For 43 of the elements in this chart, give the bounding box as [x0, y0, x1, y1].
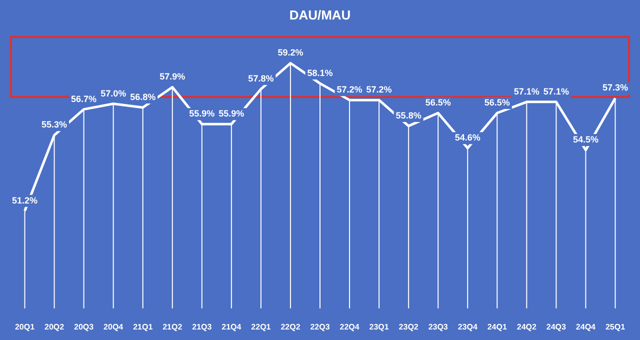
x-tick-label: 23Q3	[428, 322, 448, 332]
x-tick-label: 22Q4	[340, 322, 360, 332]
data-label: 57.1%	[543, 86, 569, 96]
data-label: 57.2%	[366, 84, 392, 95]
x-tick-label: 24Q2	[516, 322, 537, 332]
data-label: 56.5%	[484, 97, 510, 108]
data-label: 57.8%	[248, 73, 274, 84]
x-tick-label: 22Q2	[280, 322, 301, 332]
data-label: 57.2%	[336, 84, 362, 95]
x-tick-label: 25Q1	[605, 322, 626, 332]
x-tick-label: 22Q1	[251, 322, 272, 332]
x-tick-label: 21Q1	[133, 322, 154, 332]
x-tick-label: 20Q1	[14, 322, 36, 332]
data-label: 57.9%	[160, 72, 186, 82]
x-tick-label: 24Q3	[546, 322, 567, 332]
x-tick-label: 21Q4	[222, 322, 242, 332]
data-label: 55.9%	[189, 108, 215, 119]
x-tick-label: 20Q4	[104, 322, 124, 332]
data-label: 55.3%	[42, 120, 68, 130]
data-label: 58.1%	[307, 68, 333, 78]
x-tick-label: 24Q1	[487, 322, 508, 332]
x-tick-label: 23Q1	[369, 322, 390, 332]
x-tick-label: 20Q3	[74, 322, 94, 332]
data-label: 57.0%	[100, 88, 126, 98]
x-tick-label: 23Q4	[458, 322, 478, 332]
data-label: 54.6%	[454, 132, 480, 143]
data-label: 59.2%	[278, 48, 304, 58]
x-tick-label: 23Q2	[398, 322, 419, 332]
x-tick-label: 20Q2	[44, 322, 65, 332]
chart-title: DAU/MAU	[289, 7, 351, 22]
data-label: 51.2%	[12, 195, 38, 206]
data-label: 56.5%	[425, 97, 451, 108]
x-tick-label: 21Q3	[192, 322, 212, 332]
data-label: 57.3%	[602, 82, 628, 93]
x-tick-label: 21Q2	[162, 322, 183, 332]
data-label: 57.1%	[514, 86, 540, 96]
data-label: 55.8%	[396, 110, 422, 120]
data-label: 54.5%	[572, 134, 598, 144]
x-tick-label: 22Q3	[310, 322, 330, 332]
data-label: 55.9%	[218, 108, 244, 119]
x-tick-label: 24Q4	[576, 322, 596, 332]
data-label: 56.7%	[71, 94, 97, 104]
data-label: 56.8%	[130, 92, 156, 102]
